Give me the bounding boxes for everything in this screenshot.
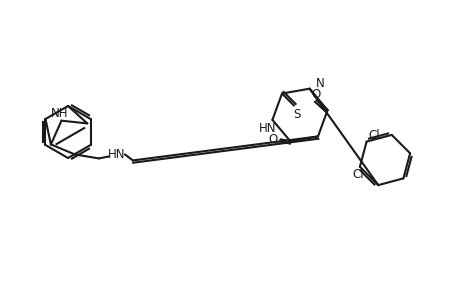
Text: S: S	[293, 108, 300, 121]
Text: HN: HN	[108, 148, 125, 161]
Text: O: O	[268, 133, 277, 146]
Text: O: O	[310, 88, 319, 100]
Text: Cl: Cl	[368, 129, 380, 142]
Text: Cl: Cl	[351, 168, 363, 181]
Text: HN: HN	[258, 122, 275, 135]
Text: N: N	[315, 77, 324, 90]
Text: NH: NH	[50, 107, 68, 120]
